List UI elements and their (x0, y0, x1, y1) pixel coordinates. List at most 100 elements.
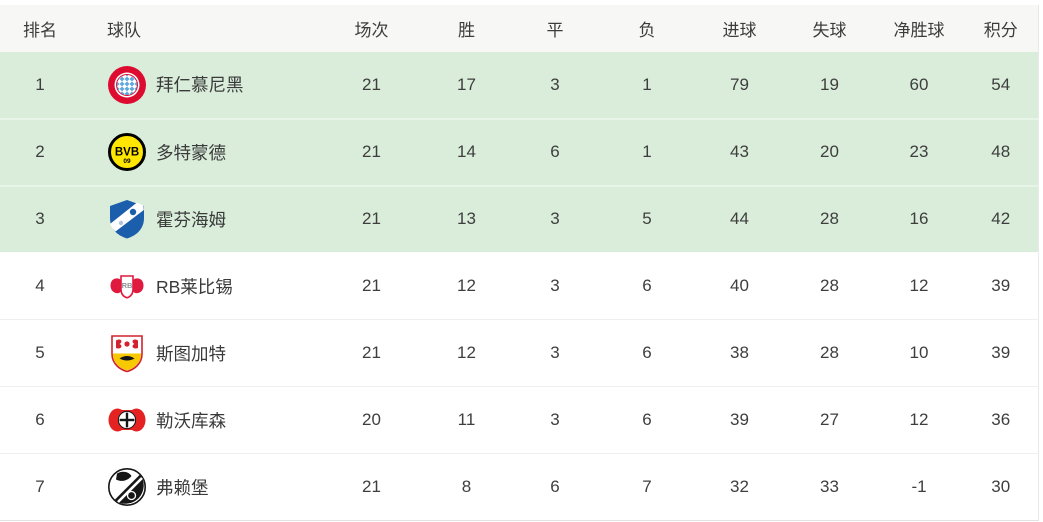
goals-for-cell: 39 (694, 386, 785, 454)
team-name: 霍芬海姆 (156, 209, 226, 230)
goal-diff-cell: 12 (874, 252, 964, 320)
rank-cell: 7 (0, 453, 80, 521)
loss-cell: 1 (600, 51, 694, 119)
header-win: 胜 (423, 0, 510, 52)
rank-cell: 6 (0, 386, 80, 454)
win-cell: 14 (423, 117, 510, 186)
header-draw: 平 (510, 0, 600, 52)
goal-diff-cell: -1 (874, 453, 964, 521)
played-cell: 21 (320, 252, 423, 320)
freiburg-logo (107, 467, 147, 507)
header-goal-diff: 净胜球 (874, 0, 964, 52)
goal-diff-cell: 60 (874, 51, 964, 119)
header-loss: 负 (600, 0, 694, 52)
hoffenheim-logo (110, 200, 144, 239)
standings-row-4: 4 RB RB莱比锡 21 12 3 6 40 (0, 252, 1038, 320)
leverkusen-logo (108, 408, 146, 432)
goal-diff-cell: 10 (874, 319, 964, 387)
team-cell: 勒沃库森 (80, 386, 320, 454)
standings-row-3: 3 霍芬海姆 21 13 3 5 44 (0, 184, 1038, 253)
points-cell: 30 (964, 453, 1038, 521)
bayern-munich-logo (108, 65, 146, 104)
team-cell: RB RB莱比锡 (80, 252, 320, 320)
goals-against-cell: 28 (785, 184, 874, 253)
played-cell: 21 (320, 184, 423, 253)
goals-against-cell: 28 (785, 319, 874, 387)
draw-cell: 3 (510, 319, 600, 387)
rank-cell: 5 (0, 319, 80, 387)
goals-for-cell: 43 (694, 117, 785, 186)
stuttgart-logo (111, 335, 143, 373)
team-name: 多特蒙德 (156, 142, 226, 163)
points-cell: 48 (964, 117, 1038, 186)
team-cell: 拜仁慕尼黑 (80, 51, 320, 119)
loss-cell: 1 (600, 117, 694, 186)
rank-cell: 4 (0, 252, 80, 320)
win-cell: 8 (423, 453, 510, 521)
team-cell: 弗赖堡 (80, 453, 320, 521)
team-cell: BVB 09 多特蒙德 (80, 117, 320, 186)
header-team: 球队 (80, 0, 320, 52)
goals-against-cell: 20 (785, 117, 874, 186)
goals-for-cell: 38 (694, 319, 785, 387)
draw-cell: 3 (510, 51, 600, 119)
table-header: 排名 球队 场次 胜 平 负 进球 失球 净胜球 积分 (0, 0, 1038, 52)
played-cell: 21 (320, 453, 423, 521)
goals-against-cell: 19 (785, 51, 874, 119)
goals-for-cell: 44 (694, 184, 785, 253)
goal-diff-cell: 23 (874, 117, 964, 186)
svg-text:RB: RB (122, 281, 133, 290)
points-cell: 36 (964, 386, 1038, 454)
team-cell: 斯图加特 (80, 319, 320, 387)
win-cell: 17 (423, 51, 510, 119)
standings-row-7: 7 弗赖堡 21 8 6 7 (0, 453, 1038, 521)
win-cell: 12 (423, 252, 510, 320)
team-name: RB莱比锡 (156, 276, 233, 297)
played-cell: 21 (320, 51, 423, 119)
goal-diff-cell: 16 (874, 184, 964, 253)
rank-cell: 1 (0, 51, 80, 119)
win-cell: 13 (423, 184, 510, 253)
played-cell: 21 (320, 117, 423, 186)
team-name: 勒沃库森 (156, 410, 226, 431)
team-name: 拜仁慕尼黑 (156, 75, 244, 95)
win-cell: 12 (423, 319, 510, 387)
rb-leipzig-logo: RB (110, 275, 144, 299)
loss-cell: 6 (600, 319, 694, 387)
header-goals-for: 进球 (694, 0, 785, 52)
header-goals-against: 失球 (785, 0, 874, 52)
draw-cell: 6 (510, 117, 600, 186)
dortmund-logo: BVB 09 (108, 133, 146, 171)
header-points: 积分 (964, 0, 1038, 52)
rank-cell: 2 (0, 117, 80, 186)
standings-row-1: 1 拜仁慕尼黑 21 17 3 1 79 (0, 51, 1038, 119)
draw-cell: 3 (510, 252, 600, 320)
draw-cell: 3 (510, 184, 600, 253)
points-cell: 54 (964, 51, 1038, 119)
loss-cell: 6 (600, 252, 694, 320)
loss-cell: 6 (600, 386, 694, 454)
points-cell: 39 (964, 252, 1038, 320)
team-name: 斯图加特 (156, 343, 226, 364)
played-cell: 20 (320, 386, 423, 454)
points-cell: 42 (964, 184, 1038, 253)
win-cell: 11 (423, 386, 510, 454)
goals-against-cell: 27 (785, 386, 874, 454)
points-cell: 39 (964, 319, 1038, 387)
rank-cell: 3 (0, 184, 80, 253)
header-played: 场次 (320, 0, 423, 52)
team-cell: 霍芬海姆 (80, 184, 320, 253)
goal-diff-cell: 12 (874, 386, 964, 454)
draw-cell: 3 (510, 386, 600, 454)
goals-for-cell: 32 (694, 453, 785, 521)
draw-cell: 6 (510, 453, 600, 521)
loss-cell: 5 (600, 184, 694, 253)
played-cell: 21 (320, 319, 423, 387)
svg-text:09: 09 (123, 158, 131, 165)
svg-text:BVB: BVB (115, 147, 139, 159)
goals-against-cell: 33 (785, 453, 874, 521)
goals-for-cell: 40 (694, 252, 785, 320)
header-rank: 排名 (0, 0, 80, 52)
